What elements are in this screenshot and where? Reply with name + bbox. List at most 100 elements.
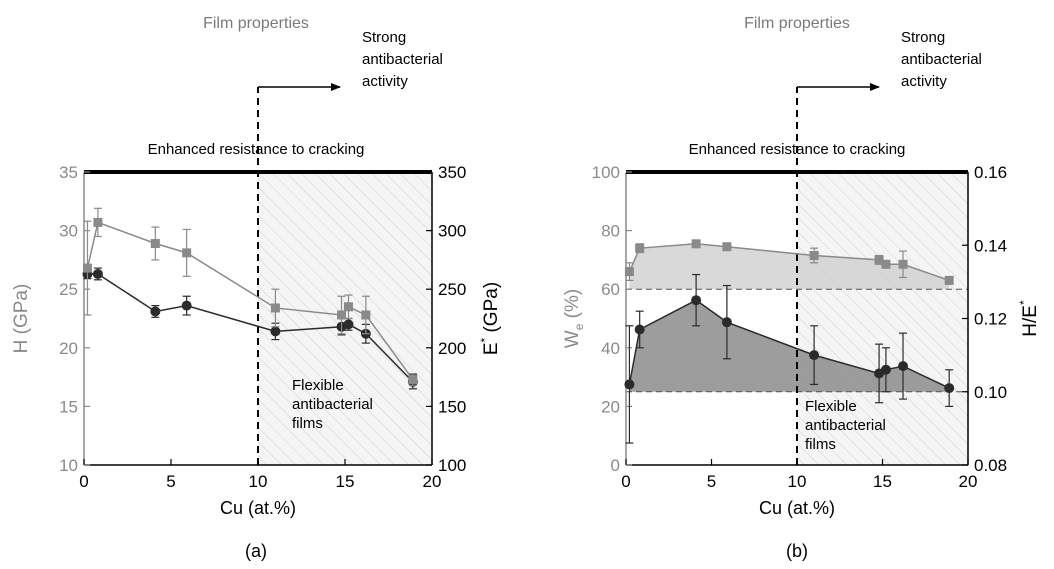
- panel-b-arrow-label-line: activity: [901, 73, 947, 90]
- panel-b-hatched-region: [797, 172, 968, 465]
- panel-b-x-tick-label: 5: [707, 472, 716, 491]
- panel-b-x-tick-label: 20: [959, 472, 978, 491]
- panel-a-y-right-label-rest: (GPa): [481, 282, 502, 338]
- panel-a-series-squares-point: [82, 263, 92, 273]
- panel-b-y-left-tick-label: 40: [601, 339, 620, 358]
- panel-a-x-tick-label: 15: [336, 472, 355, 491]
- panel-a-y-right-tick-label: 350: [438, 163, 466, 182]
- panel-b-series-circles-point: [634, 324, 645, 335]
- panel-b-y-right-tick-label: 0.16: [974, 163, 1007, 182]
- panel-b-region-label-line: films: [805, 436, 836, 453]
- panel-b-series-circles-point: [624, 379, 635, 390]
- panel-b-series-circles-point: [721, 317, 732, 328]
- panel-a-series-squares-point: [337, 310, 347, 320]
- panel-a-series-squares-point: [343, 302, 353, 312]
- panel-a-y-left-tick-label: 30: [59, 222, 78, 241]
- panel-b-y-left-label-sub: e: [572, 323, 586, 330]
- panel-b-series-squares-point: [624, 267, 634, 277]
- panel-a-title: Film properties: [203, 15, 309, 32]
- panel-a-y-left-label: H (GPa): [11, 284, 32, 354]
- panel-a-y-left-tick-label: 10: [59, 456, 78, 475]
- panel-b-x-tick-label: 10: [788, 472, 807, 491]
- panel-a-y-right-tick-label: 300: [438, 222, 466, 241]
- panel-a-x-tick-label: 0: [79, 472, 88, 491]
- panel-b-series-circles-point: [898, 361, 909, 372]
- panel-b-series-circles-point: [809, 350, 820, 361]
- panel-a-y-right-tick-label: 250: [438, 280, 466, 299]
- panel-a-series-circles-point: [343, 319, 354, 330]
- panel-b-arrow-label-line: antibacterial: [901, 51, 982, 68]
- panel-a-arrow-label-line: Strong: [362, 29, 406, 46]
- panel-b-series-squares-point: [722, 242, 732, 252]
- panel-a-region-label-line: films: [292, 415, 323, 432]
- panel-a-y-right-tick-label: 100: [438, 456, 466, 475]
- panel-a-series-squares-point: [182, 248, 192, 258]
- panel-b-title: Film properties: [744, 15, 850, 32]
- panel-b-series-circles: [624, 273, 955, 444]
- panel-a-region-label-line: antibacterial: [292, 396, 373, 413]
- panel-b-y-right-tick-label: 0.08: [974, 456, 1007, 475]
- panel-b-y-left-tick-label: 80: [601, 222, 620, 241]
- panel-a: Film properties Enhanced resistance to cr…: [11, 15, 502, 561]
- panel-a-x-tick-label: 5: [166, 472, 175, 491]
- panel-b-series-squares-point: [944, 275, 954, 285]
- panel-a-y-right-label-sup: *: [478, 337, 492, 342]
- panel-a-x-axis-label: Cu (at.%): [220, 498, 296, 518]
- panel-b-x-axis-label: Cu (at.%): [759, 498, 835, 518]
- panel-b-region-label-line: antibacterial: [805, 417, 886, 434]
- panel-a-series-circles-point: [150, 306, 161, 317]
- panel-a-series-squares-point: [150, 238, 160, 248]
- panel-a-x-tick-label: 10: [249, 472, 268, 491]
- panel-b-y-right-label-sup: *: [1017, 300, 1031, 305]
- panel-a-y-left-tick-label: 15: [59, 397, 78, 416]
- panel-b-series-circles-point: [880, 364, 891, 375]
- panel-b-y-left-tick-label: 60: [601, 280, 620, 299]
- panel-a-top-label: Enhanced resistance to cracking: [148, 141, 365, 158]
- panel-a-series-circles-point: [270, 326, 281, 337]
- panel-b-series-squares: [624, 239, 954, 285]
- panel-b-y-right-tick-label: 0.14: [974, 236, 1007, 255]
- panel-b-we-area: [629, 243, 950, 290]
- panel-b-arrow-label-line: Strong: [901, 29, 945, 46]
- panel-b-y-right-tick-label: 0.12: [974, 310, 1007, 329]
- panel-b-panel-letter: (b): [786, 541, 808, 561]
- panel-a-y-left-tick-label: 25: [59, 280, 78, 299]
- panel-b-y-right-label: H/E*: [1017, 300, 1041, 337]
- panel-b-y-left-label: We (%): [562, 289, 586, 348]
- panel-b-y-left-tick-label: 0: [611, 456, 620, 475]
- panel-b-y-right-tick-label: 0.10: [974, 383, 1007, 402]
- panel-b-x-tick-label: 0: [621, 472, 630, 491]
- panel-a-panel-letter: (a): [245, 541, 267, 561]
- panel-a-series-squares-point: [270, 303, 280, 313]
- panel-a-x-tick-label: 20: [423, 472, 442, 491]
- panel-a-series-squares-point: [93, 217, 103, 227]
- panel-a-y-right-tick-label: 200: [438, 339, 466, 358]
- panel-b-series-squares-point: [898, 259, 908, 269]
- panel-a-y-right-tick-label: 150: [438, 397, 466, 416]
- panel-b-series-squares-point: [874, 255, 884, 265]
- panel-a-region-label-line: Flexible: [292, 377, 344, 394]
- panel-a-series-circles-point: [92, 268, 103, 279]
- panel-b-y-left-tick-label: 100: [592, 163, 620, 182]
- panel-b-y-left-tick-label: 20: [601, 397, 620, 416]
- panel-a-series-squares: [82, 207, 418, 386]
- panel-b-series-squares-point: [635, 243, 645, 253]
- panel-b-series-squares-point: [881, 259, 891, 269]
- panel-b-series-squares-point: [809, 251, 819, 261]
- panel-a-y-left-tick-label: 35: [59, 163, 78, 182]
- panel-a-series-circles-point: [181, 300, 192, 311]
- panel-a-y-right-label-base: E: [481, 342, 502, 355]
- panel-b-region-label-line: Flexible: [805, 398, 857, 415]
- panel-b-y-left-label-rest: (%): [562, 289, 583, 324]
- panel-a-arrow-label-line: antibacterial: [362, 51, 443, 68]
- panel-b-series-squares-point: [691, 239, 701, 249]
- panel-b-x-tick-label: 15: [873, 472, 892, 491]
- panel-a-arrow-label-line: activity: [362, 73, 408, 90]
- panel-a-series-circles: [82, 267, 418, 390]
- panel-a-series-squares-point: [361, 310, 371, 320]
- panel-b-series-circles-point: [691, 295, 702, 306]
- panel-b-y-left-label-base: W: [562, 330, 583, 348]
- panel-a-series-squares-point: [408, 374, 418, 384]
